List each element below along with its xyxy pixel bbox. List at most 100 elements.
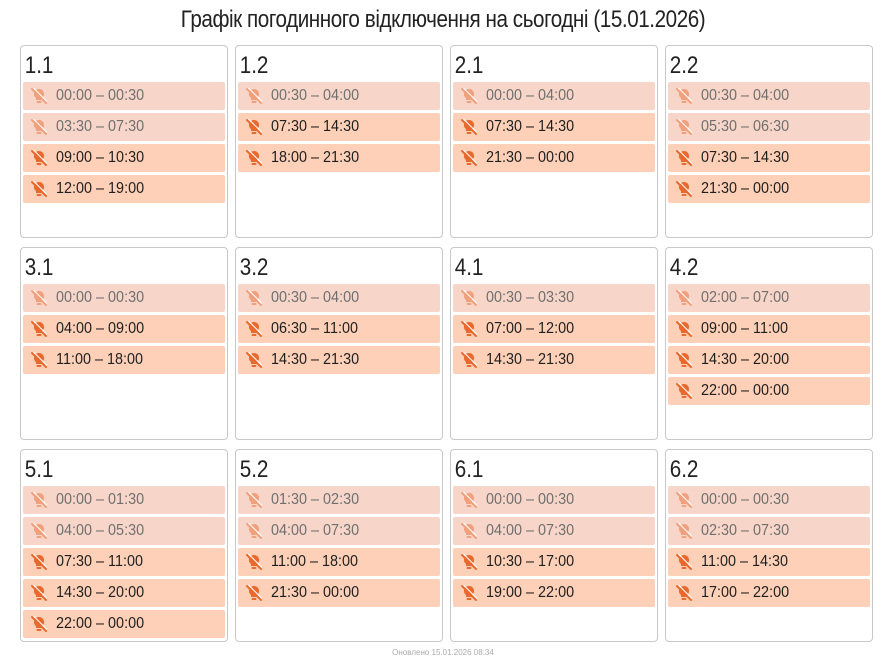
slot-time: 19:00 – 22:00 <box>486 584 575 601</box>
group-card: 6.2 00:00 – 00:30 02:30 – 07:30 11:00 – 14:… <box>665 449 873 642</box>
power-off-icon <box>246 553 263 570</box>
page-title: Графік погодинного відключення на сьогод… <box>180 6 706 33</box>
power-off-icon <box>31 351 48 368</box>
outage-slot: 01:30 – 02:30 <box>238 486 440 514</box>
slot-time: 14:30 – 21:30 <box>486 351 575 368</box>
group-card: 2.2 00:30 – 04:00 05:30 – 06:30 07:30 – 14:… <box>665 45 873 238</box>
group-name: 2.1 <box>454 52 484 79</box>
outage-slot: 22:00 – 00:00 <box>668 377 870 405</box>
power-off-icon <box>461 118 478 135</box>
outage-slot: 04:00 – 05:30 <box>23 517 225 545</box>
outage-slot: 17:00 – 22:00 <box>668 579 870 607</box>
outage-slot: 07:30 – 14:30 <box>453 113 655 141</box>
outage-slot: 02:30 – 07:30 <box>668 517 870 545</box>
outage-slot: 02:00 – 07:00 <box>668 284 870 312</box>
outage-slot: 14:30 – 20:00 <box>668 346 870 374</box>
power-off-icon <box>461 320 478 337</box>
outage-slot: 04:00 – 07:30 <box>238 517 440 545</box>
power-off-icon <box>676 522 693 539</box>
group-name: 5.1 <box>24 456 54 483</box>
outage-slot: 07:30 – 11:00 <box>23 548 225 576</box>
outage-slot: 11:00 – 18:00 <box>23 346 225 374</box>
power-off-icon <box>31 180 48 197</box>
power-off-icon <box>31 584 48 601</box>
power-off-icon <box>676 289 693 306</box>
slot-time: 07:00 – 12:00 <box>486 320 575 337</box>
slot-time: 00:00 – 00:30 <box>56 289 145 306</box>
outage-slot: 11:00 – 14:30 <box>668 548 870 576</box>
slot-time: 03:30 – 07:30 <box>56 118 145 135</box>
group-card: 4.1 00:30 – 03:30 07:00 – 12:00 14:30 – 21:… <box>450 247 658 440</box>
slot-time: 02:00 – 07:00 <box>701 289 790 306</box>
slot-time: 22:00 – 00:00 <box>56 615 145 632</box>
slot-time: 04:00 – 05:30 <box>56 522 145 539</box>
power-off-icon <box>31 320 48 337</box>
slot-time: 10:30 – 17:00 <box>486 553 575 570</box>
outage-slot: 14:30 – 21:30 <box>453 346 655 374</box>
group-card: 5.2 01:30 – 02:30 04:00 – 07:30 11:00 – 18:… <box>235 449 443 642</box>
outage-slot: 00:00 – 04:00 <box>453 82 655 110</box>
outage-slot: 07:30 – 14:30 <box>668 144 870 172</box>
group-name: 1.1 <box>24 52 54 79</box>
outage-slot: 00:00 – 00:30 <box>23 82 225 110</box>
outage-slot: 09:00 – 11:00 <box>668 315 870 343</box>
power-off-icon <box>31 553 48 570</box>
power-off-icon <box>676 382 693 399</box>
outage-slot: 21:30 – 00:00 <box>668 175 870 203</box>
slot-time: 12:00 – 19:00 <box>56 180 145 197</box>
power-off-icon <box>461 584 478 601</box>
outage-slot: 10:30 – 17:00 <box>453 548 655 576</box>
power-off-icon <box>461 149 478 166</box>
slot-time: 00:30 – 03:30 <box>486 289 575 306</box>
slot-time: 17:00 – 22:00 <box>701 584 790 601</box>
outage-slot: 09:00 – 10:30 <box>23 144 225 172</box>
slot-time: 07:30 – 14:30 <box>271 118 360 135</box>
slot-time: 04:00 – 09:00 <box>56 320 145 337</box>
outage-slot: 19:00 – 22:00 <box>453 579 655 607</box>
power-off-icon <box>461 491 478 508</box>
power-off-icon <box>31 87 48 104</box>
outage-slot: 11:00 – 18:00 <box>238 548 440 576</box>
outage-slot: 00:30 – 04:00 <box>668 82 870 110</box>
slot-time: 00:00 – 04:00 <box>486 87 575 104</box>
group-name: 5.2 <box>239 456 269 483</box>
slot-time: 00:00 – 00:30 <box>486 491 575 508</box>
outage-slot: 18:00 – 21:30 <box>238 144 440 172</box>
slot-time: 14:30 – 20:00 <box>56 584 145 601</box>
power-off-icon <box>31 491 48 508</box>
power-off-icon <box>461 87 478 104</box>
power-off-icon <box>461 522 478 539</box>
group-card: 6.1 00:00 – 00:30 04:00 – 07:30 10:30 – 17:… <box>450 449 658 642</box>
group-card: 5.1 00:00 – 01:30 04:00 – 05:30 07:30 – 11:… <box>20 449 228 642</box>
group-card: 4.2 02:00 – 07:00 09:00 – 11:00 14:30 – 20:… <box>665 247 873 440</box>
slot-time: 21:30 – 00:00 <box>486 149 575 166</box>
slot-time: 05:30 – 06:30 <box>701 118 790 135</box>
slot-time: 22:00 – 00:00 <box>701 382 790 399</box>
power-off-icon <box>246 118 263 135</box>
outage-slot: 03:30 – 07:30 <box>23 113 225 141</box>
slot-time: 04:00 – 07:30 <box>271 522 360 539</box>
power-off-icon <box>246 320 263 337</box>
slot-time: 04:00 – 07:30 <box>486 522 575 539</box>
outage-slot: 21:30 – 00:00 <box>453 144 655 172</box>
outage-slot: 00:30 – 04:00 <box>238 284 440 312</box>
group-name: 4.1 <box>454 254 484 281</box>
outage-slot: 07:00 – 12:00 <box>453 315 655 343</box>
power-off-icon <box>246 522 263 539</box>
power-off-icon <box>246 351 263 368</box>
outage-slot: 12:00 – 19:00 <box>23 175 225 203</box>
slot-time: 14:30 – 21:30 <box>271 351 360 368</box>
power-off-icon <box>676 87 693 104</box>
power-off-icon <box>246 289 263 306</box>
outage-slot: 00:30 – 04:00 <box>238 82 440 110</box>
outage-slot: 06:30 – 11:00 <box>238 315 440 343</box>
power-off-icon <box>676 180 693 197</box>
slot-time: 02:30 – 07:30 <box>701 522 790 539</box>
slot-time: 21:30 – 00:00 <box>701 180 790 197</box>
slot-time: 11:00 – 14:30 <box>701 553 789 570</box>
power-off-icon <box>676 553 693 570</box>
group-card: 3.1 00:00 – 00:30 04:00 – 09:00 11:00 – 18:… <box>20 247 228 440</box>
power-off-icon <box>246 149 263 166</box>
outage-slot: 00:30 – 03:30 <box>453 284 655 312</box>
